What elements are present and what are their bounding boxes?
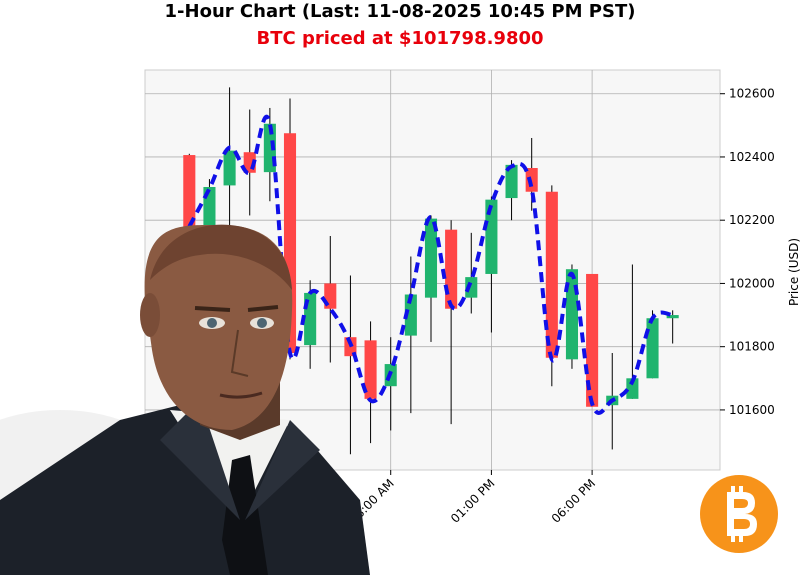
candle-body <box>626 378 639 399</box>
candle-body <box>183 155 196 228</box>
chart-subtitle: BTC priced at $101798.9800 <box>256 28 543 49</box>
trend-line <box>187 114 673 415</box>
candle-body <box>424 218 438 298</box>
chart-title: 1-Hour Chart (Last: 11-08-2025 10:45 PM … <box>165 1 636 22</box>
y-tick-label: 102400 <box>729 150 775 164</box>
bitcoin-logo <box>700 475 778 553</box>
candle-body <box>445 229 458 309</box>
figure <box>0 224 370 575</box>
x-tick-label: 06:00 PM <box>549 476 598 525</box>
y-tick-label: 101800 <box>729 340 775 354</box>
x-tick-label: 01:00 PM <box>448 476 497 525</box>
candle-body <box>586 273 599 407</box>
candle-body <box>545 191 558 358</box>
candle-body <box>505 164 518 199</box>
y-tick-label: 101600 <box>729 403 775 417</box>
candle-body <box>465 277 478 298</box>
y-axis-label: Price (USD) <box>787 238 800 306</box>
candle-body <box>223 150 236 186</box>
candle-body <box>364 340 377 399</box>
y-tick-label: 102600 <box>729 87 775 101</box>
candle-body <box>404 294 417 336</box>
candle-body <box>666 315 679 319</box>
y-tick-label: 102200 <box>729 213 775 227</box>
y-tick-label: 102000 <box>729 276 775 290</box>
candle-body <box>485 199 498 274</box>
candle-body <box>646 318 659 379</box>
